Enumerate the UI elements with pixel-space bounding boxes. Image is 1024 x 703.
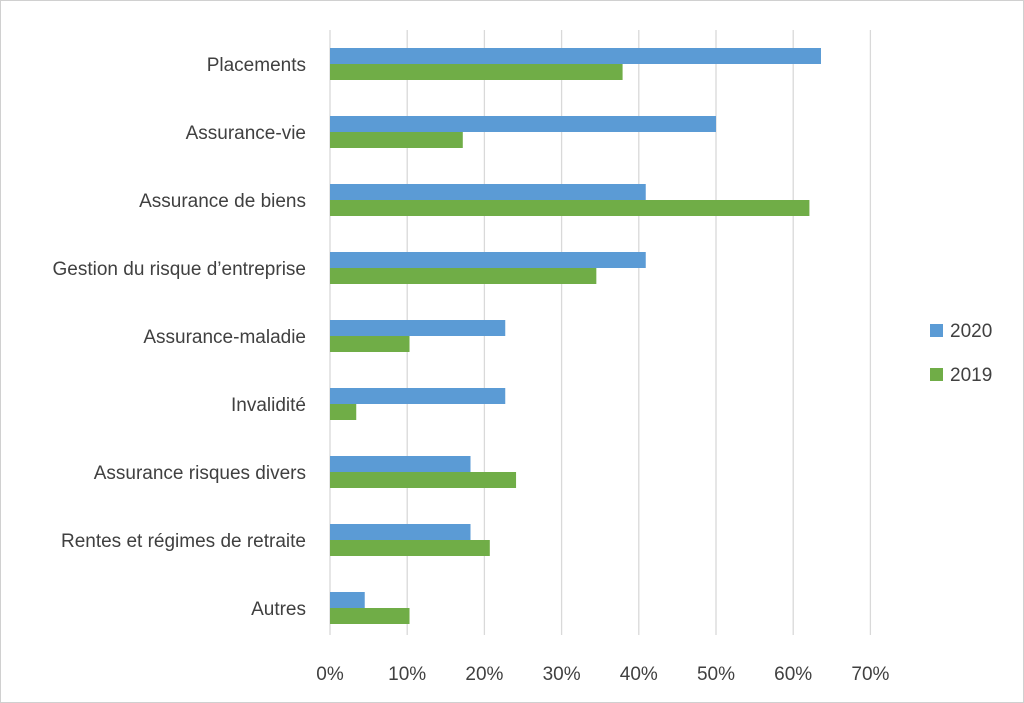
bar-2020-6	[330, 388, 506, 404]
category-label: Gestion du risque d’entreprise	[53, 259, 306, 280]
bar-2019-9	[330, 608, 410, 624]
bar-2020-4	[330, 252, 646, 268]
x-tick-label: 30%	[543, 664, 581, 685]
category-labels: Placements Assurance-vie Assurance de bien…	[53, 55, 306, 620]
bars	[330, 48, 821, 624]
bar-2019-1	[330, 64, 623, 80]
x-tick-label: 70%	[851, 664, 889, 685]
x-tick-label: 10%	[388, 664, 426, 685]
bar-2020-1	[330, 48, 821, 64]
x-tick-labels: 0% 10% 20% 30% 40% 50% 60% 70%	[316, 664, 889, 685]
category-label: Assurance-maladie	[143, 327, 306, 348]
bar-2019-7	[330, 472, 517, 488]
category-label: Assurance de biens	[139, 191, 306, 212]
x-tick-label: 50%	[697, 664, 735, 685]
bar-2019-6	[330, 404, 357, 420]
bar-2020-9	[330, 592, 365, 608]
legend-swatch-2019	[930, 368, 943, 381]
bar-2019-2	[330, 132, 463, 148]
x-tick-label: 40%	[620, 664, 658, 685]
bar-2019-4	[330, 268, 597, 284]
category-label: Assurance-vie	[186, 123, 306, 144]
x-tick-label: 0%	[316, 664, 344, 685]
bar-2019-8	[330, 540, 490, 556]
legend: 2020 2019	[930, 321, 992, 386]
category-label: Assurance risques divers	[94, 463, 306, 484]
bar-2020-3	[330, 184, 646, 200]
bar-2019-5	[330, 336, 410, 352]
bar-2020-5	[330, 320, 506, 336]
x-tick-label: 20%	[465, 664, 503, 685]
bar-2020-2	[330, 116, 716, 132]
x-tick-label: 60%	[774, 664, 812, 685]
bar-2019-3	[330, 200, 810, 216]
legend-swatch-2020	[930, 324, 943, 337]
category-label: Invalidité	[231, 395, 306, 416]
category-label: Placements	[207, 55, 306, 76]
bar-2020-8	[330, 524, 471, 540]
category-label: Rentes et régimes de retraite	[61, 531, 306, 552]
legend-label: 2020	[950, 321, 992, 342]
category-label: Autres	[251, 599, 306, 620]
legend-label: 2019	[950, 365, 992, 386]
bar-2020-7	[330, 456, 471, 472]
